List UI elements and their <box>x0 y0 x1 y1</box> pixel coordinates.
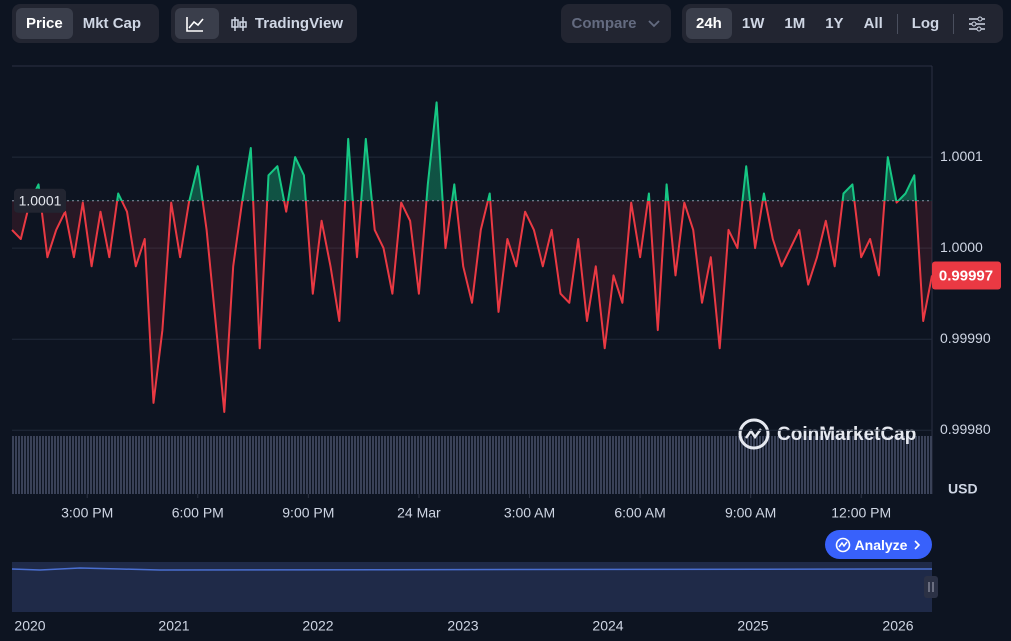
x-tick-label: 6:00 AM <box>614 505 665 521</box>
x-tick-label: 3:00 PM <box>61 505 113 521</box>
range-tab[interactable]: 1Y <box>825 15 844 32</box>
navigator-handle[interactable] <box>924 576 938 598</box>
x-tick-label: 3:00 AM <box>504 505 555 521</box>
navigator-label: 2022 <box>302 618 333 634</box>
navigator-label: 2024 <box>592 618 623 634</box>
navigator-line <box>11 567 933 571</box>
compare-button[interactable]: Compare <box>561 4 671 43</box>
navigator-label: 2023 <box>447 618 478 634</box>
price-line <box>11 101 933 413</box>
navigator-label: 2020 <box>14 618 45 634</box>
chevron-icon <box>647 19 660 27</box>
navigator-label: 2025 <box>737 618 768 634</box>
log-button[interactable]: Log <box>911 15 940 32</box>
settings-icon <box>969 16 986 31</box>
handle-grip <box>928 582 934 592</box>
baseline-label: 1.0001 <box>19 192 62 208</box>
type-tabs: Price Mkt Cap <box>12 4 159 43</box>
arrow-icon <box>914 539 921 550</box>
separator <box>896 13 898 34</box>
tool-tabs: TradingView <box>171 4 357 43</box>
x-tick-label: 6:00 PM <box>172 505 224 521</box>
separator <box>953 13 955 34</box>
type-tab[interactable]: Price <box>16 8 73 39</box>
watermark-logo <box>738 418 770 450</box>
line-chart-button[interactable] <box>175 8 219 39</box>
range-tab[interactable]: All <box>863 15 883 32</box>
range-tab[interactable]: 24h <box>686 8 732 39</box>
y-tick-label: 1.0000 <box>940 239 983 255</box>
tradingview-button[interactable]: TradingView <box>219 8 353 39</box>
candle-icon <box>231 16 247 31</box>
analyze-button[interactable]: Analyze <box>825 530 932 559</box>
navigator-label: 2026 <box>882 618 913 634</box>
navigator <box>12 562 932 612</box>
settings-button[interactable] <box>958 8 996 39</box>
range-tab[interactable]: 1W <box>741 15 765 32</box>
area <box>12 102 932 413</box>
price-tag-label: 0.99997 <box>939 267 993 284</box>
baseline-tag <box>14 188 66 213</box>
range-tab[interactable]: 1M <box>784 15 806 32</box>
currency-label: USD <box>948 481 978 497</box>
watermark: CoinMarketCap <box>777 424 916 445</box>
type-tab[interactable]: Mkt Cap <box>82 15 142 32</box>
x-tick-label: 12:00 PM <box>831 505 891 521</box>
line-icon <box>186 16 204 32</box>
tradingview-label: TradingView <box>254 15 343 32</box>
volume-bars <box>12 436 932 494</box>
navigator-label: 2021 <box>158 618 189 634</box>
x-tick-label: 9:00 PM <box>282 505 334 521</box>
analyze-icon <box>835 537 850 552</box>
y-tick-label: 1.0001 <box>940 148 983 164</box>
x-tick-label: 24 Mar <box>397 505 441 521</box>
x-tick-label: 9:00 AM <box>725 505 776 521</box>
y-tick-label: 0.99980 <box>940 421 991 437</box>
compare-label: Compare <box>571 15 637 32</box>
price-tag <box>932 261 1001 290</box>
range-tabs: 24h 1W 1M 1Y All Log <box>682 4 1003 43</box>
y-tick-label: 0.99990 <box>940 330 991 346</box>
analyze-label: Analyze <box>854 536 908 553</box>
